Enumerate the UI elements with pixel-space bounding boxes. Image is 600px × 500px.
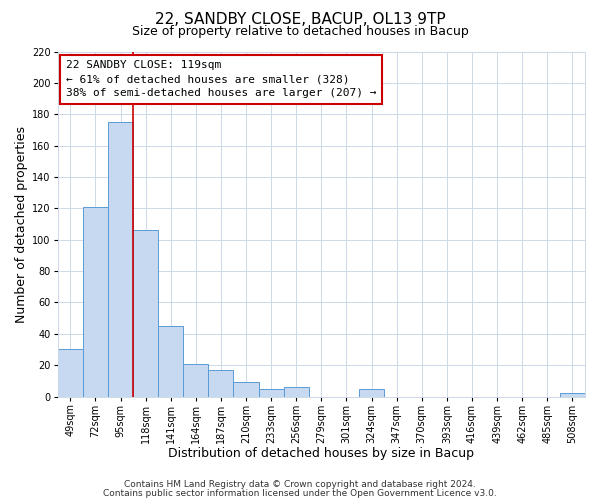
X-axis label: Distribution of detached houses by size in Bacup: Distribution of detached houses by size … — [169, 447, 475, 460]
Text: Contains public sector information licensed under the Open Government Licence v3: Contains public sector information licen… — [103, 488, 497, 498]
Bar — [83, 207, 108, 396]
Bar — [158, 326, 183, 396]
Bar — [108, 122, 133, 396]
Bar — [284, 387, 309, 396]
Text: 22, SANDBY CLOSE, BACUP, OL13 9TP: 22, SANDBY CLOSE, BACUP, OL13 9TP — [155, 12, 445, 28]
Bar — [133, 230, 158, 396]
Text: 22 SANDBY CLOSE: 119sqm
← 61% of detached houses are smaller (328)
38% of semi-d: 22 SANDBY CLOSE: 119sqm ← 61% of detache… — [65, 60, 376, 98]
Bar — [233, 382, 259, 396]
Bar — [58, 350, 83, 397]
Bar — [560, 394, 585, 396]
Bar — [259, 388, 284, 396]
Bar — [183, 364, 208, 396]
Y-axis label: Number of detached properties: Number of detached properties — [15, 126, 28, 322]
Bar — [359, 388, 384, 396]
Text: Contains HM Land Registry data © Crown copyright and database right 2024.: Contains HM Land Registry data © Crown c… — [124, 480, 476, 489]
Bar — [208, 370, 233, 396]
Text: Size of property relative to detached houses in Bacup: Size of property relative to detached ho… — [131, 25, 469, 38]
